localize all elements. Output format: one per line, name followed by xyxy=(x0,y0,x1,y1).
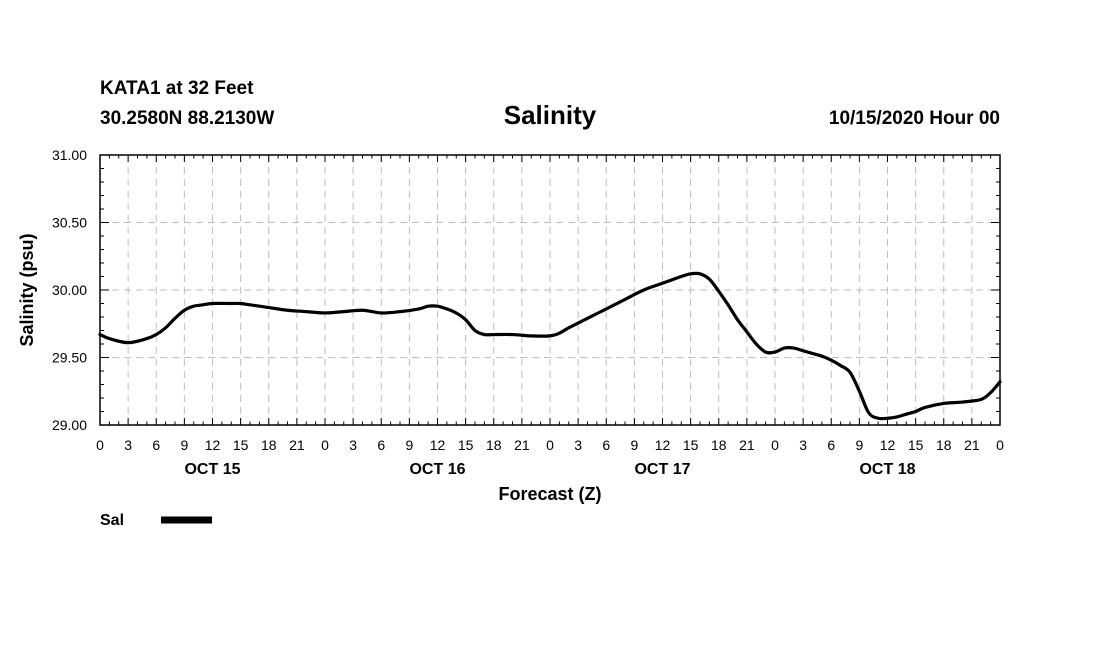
x-tick-labels: 0 3 6 9 12 15 18 21 0 3 6 9 12 15 18 21 0 3 6 9 12 15 18 21 0 3 6 9… xyxy=(96,437,1004,453)
y-axis-label: Salinity (psu) xyxy=(17,233,37,346)
x-tick-label: 9 xyxy=(855,437,863,453)
x-tick-label: 3 xyxy=(349,437,357,453)
x-axis-label: Forecast (Z) xyxy=(498,484,601,504)
legend-label: Sal xyxy=(100,512,124,529)
date-label: OCT 16 xyxy=(409,461,465,478)
x-tick-label: 9 xyxy=(405,437,413,453)
x-tick-label: 6 xyxy=(602,437,610,453)
x-tick-label: 15 xyxy=(233,437,249,453)
y-tick-label: 29.00 xyxy=(52,417,87,433)
x-tick-label: 15 xyxy=(683,437,699,453)
grid-lines xyxy=(100,155,1000,425)
x-tick-label: 6 xyxy=(377,437,385,453)
x-tick-label: 0 xyxy=(771,437,779,453)
x-tick-label: 6 xyxy=(827,437,835,453)
date-label: OCT 15 xyxy=(184,461,240,478)
x-tick-label: 12 xyxy=(655,437,671,453)
x-tick-label: 12 xyxy=(205,437,221,453)
timestamp-label: 10/15/2020 Hour 00 xyxy=(829,108,1000,129)
x-tick-label: 21 xyxy=(964,437,980,453)
x-tick-label: 0 xyxy=(321,437,329,453)
plot-frame xyxy=(99,154,1001,426)
location-label: 30.2580N 88.2130W xyxy=(100,108,274,129)
x-tick-label: 15 xyxy=(458,437,474,453)
x-tick-label: 12 xyxy=(880,437,896,453)
x-tick-label: 3 xyxy=(574,437,582,453)
x-tick-label: 0 xyxy=(96,437,104,453)
x-tick-label: 21 xyxy=(514,437,530,453)
station-label: KATA1 at 32 Feet xyxy=(100,78,254,99)
x-tick-label: 9 xyxy=(630,437,638,453)
x-tick-label: 18 xyxy=(711,437,727,453)
x-tick-label: 9 xyxy=(180,437,188,453)
y-tick-label: 30.50 xyxy=(52,215,87,231)
x-tick-label: 21 xyxy=(289,437,305,453)
date-labels: OCT 15 OCT 16 OCT 17 OCT 18 xyxy=(184,461,915,478)
x-tick-label: 18 xyxy=(936,437,952,453)
chart-title: Salinity xyxy=(504,100,597,130)
y-tick-label: 31.00 xyxy=(52,147,87,163)
salinity-series-line xyxy=(98,271,1002,421)
y-tick-labels: 29.00 29.50 30.00 30.50 31.00 xyxy=(52,147,87,433)
x-tick-label: 3 xyxy=(124,437,132,453)
date-label: OCT 17 xyxy=(634,461,690,478)
date-label: OCT 18 xyxy=(859,461,915,478)
x-tick-label: 3 xyxy=(799,437,807,453)
x-tick-label: 12 xyxy=(430,437,446,453)
x-tick-label: 18 xyxy=(261,437,277,453)
x-tick-label: 21 xyxy=(739,437,755,453)
x-tick-label: 18 xyxy=(486,437,502,453)
y-tick-label: 29.50 xyxy=(52,350,87,366)
x-tick-label: 0 xyxy=(546,437,554,453)
x-tick-label: 15 xyxy=(908,437,924,453)
y-tick-label: 30.00 xyxy=(52,282,87,298)
x-tick-label: 0 xyxy=(996,437,1004,453)
x-tick-label: 6 xyxy=(152,437,160,453)
